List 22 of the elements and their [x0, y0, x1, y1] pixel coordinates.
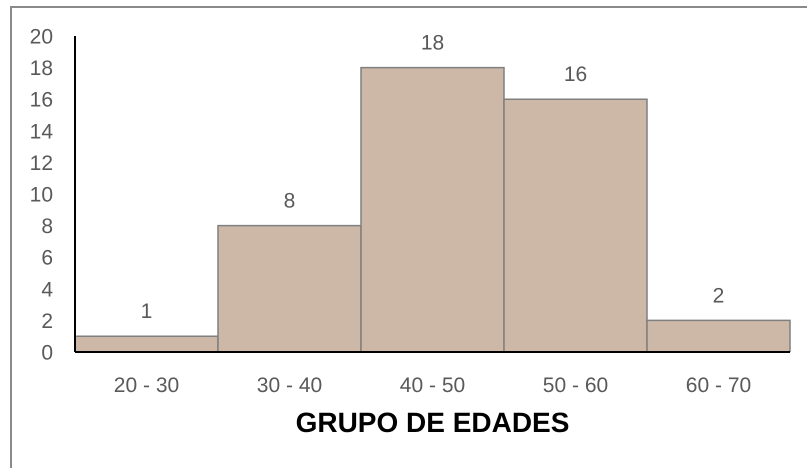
y-tick-label: 0	[41, 341, 53, 364]
data-label: 18	[420, 32, 444, 55]
data-label: 2	[712, 284, 724, 308]
data-label: 8	[284, 190, 296, 213]
y-tick-label: 14	[30, 120, 54, 144]
y-tick-label: 10	[30, 183, 53, 206]
y-tick-label: 16	[30, 88, 53, 112]
y-tick-label: 20	[30, 25, 53, 48]
x-axis-title: GRUPO DE EDADES	[296, 407, 570, 438]
x-tick-label: 60 - 70	[686, 374, 752, 397]
y-tick-label: 8	[41, 215, 53, 238]
x-tick-label: 20 - 30	[114, 374, 180, 397]
y-tick-label: 6	[41, 246, 53, 270]
x-tick-label: 50 - 60	[542, 374, 608, 397]
y-tick-label: 2	[41, 310, 53, 333]
y-tick-label: 18	[30, 57, 53, 80]
x-tick-label: 40 - 50	[400, 374, 466, 397]
y-tick-label: 12	[30, 152, 53, 175]
data-label: 1	[140, 300, 152, 324]
y-tick-label: 4	[41, 278, 54, 302]
data-label: 16	[564, 63, 588, 86]
x-tick-label: 30 - 40	[256, 374, 322, 397]
